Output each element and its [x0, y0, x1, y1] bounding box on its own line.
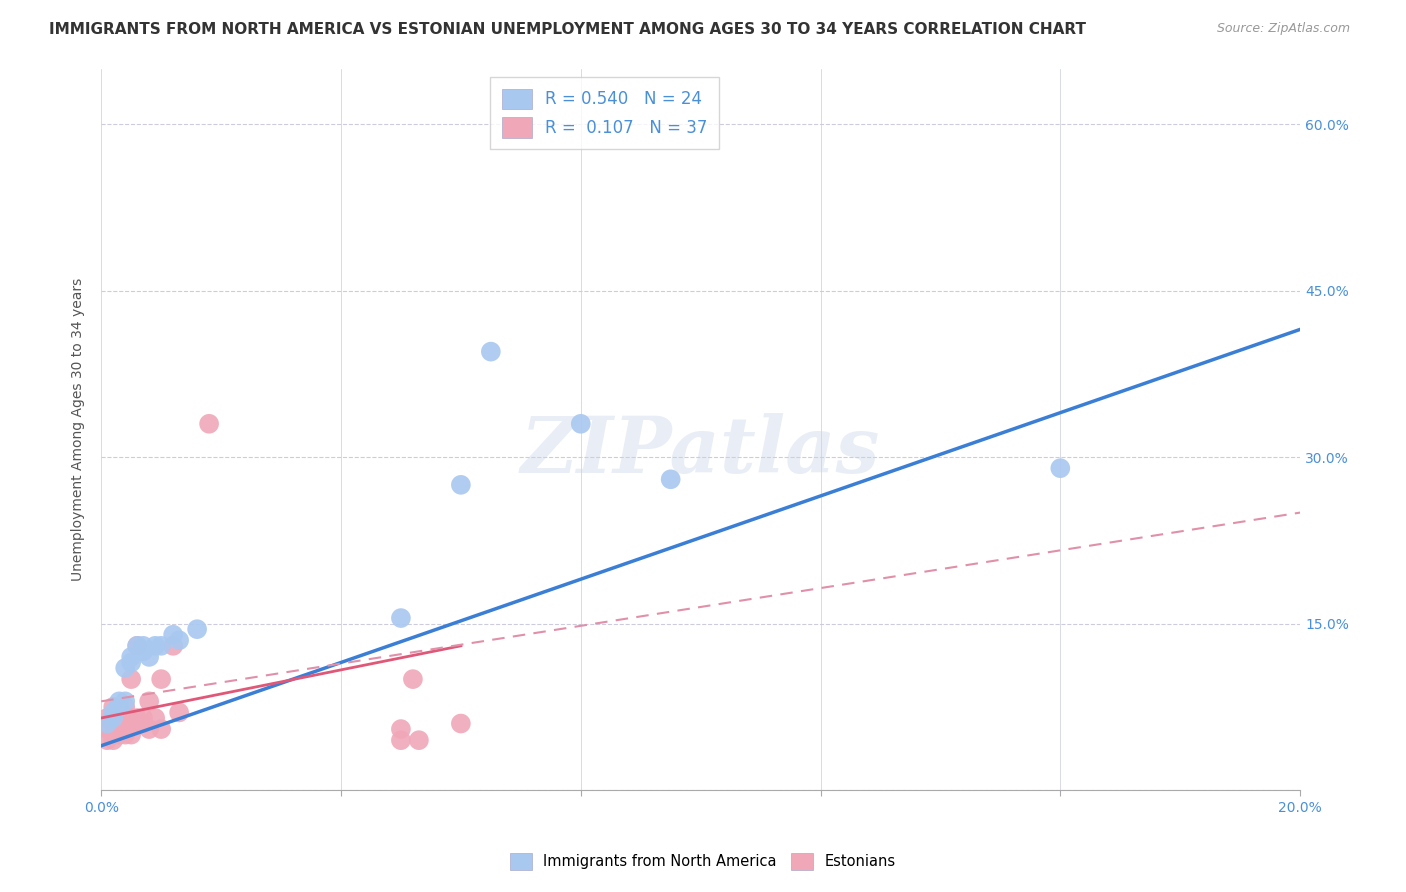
Point: [114, 694, 136, 708]
Point: [450, 478, 472, 492]
Point: [186, 622, 208, 636]
Point: [108, 728, 131, 742]
Point: [103, 716, 125, 731]
Point: [150, 672, 173, 686]
Point: [114, 711, 136, 725]
Point: [114, 661, 136, 675]
Point: [132, 644, 155, 658]
Point: [120, 711, 142, 725]
Point: [132, 711, 155, 725]
Point: [108, 694, 131, 708]
Point: [1049, 461, 1071, 475]
Point: [569, 417, 592, 431]
Point: [103, 733, 125, 747]
Point: [96, 733, 118, 747]
Text: IMMIGRANTS FROM NORTH AMERICA VS ESTONIAN UNEMPLOYMENT AMONG AGES 30 TO 34 YEARS: IMMIGRANTS FROM NORTH AMERICA VS ESTONIA…: [49, 22, 1087, 37]
Point: [120, 716, 142, 731]
Point: [108, 699, 131, 714]
Point: [103, 711, 125, 725]
Point: [389, 733, 412, 747]
Point: [479, 344, 502, 359]
Point: [120, 672, 142, 686]
Point: [167, 706, 190, 720]
Point: [143, 711, 166, 725]
Legend: R = 0.540   N = 24, R =  0.107   N = 37: R = 0.540 N = 24, R = 0.107 N = 37: [491, 77, 720, 149]
Point: [127, 716, 149, 731]
Point: [659, 472, 682, 486]
Point: [138, 694, 160, 708]
Point: [114, 716, 136, 731]
Point: [167, 633, 190, 648]
Point: [389, 611, 412, 625]
Point: [103, 711, 125, 725]
Point: [108, 716, 131, 731]
Point: [127, 639, 149, 653]
Point: [162, 628, 184, 642]
Point: [114, 728, 136, 742]
Point: [402, 672, 425, 686]
Point: [132, 639, 155, 653]
Point: [114, 699, 136, 714]
Point: [120, 649, 142, 664]
Point: [108, 711, 131, 725]
Point: [150, 722, 173, 736]
Point: [162, 639, 184, 653]
Text: Source: ZipAtlas.com: Source: ZipAtlas.com: [1216, 22, 1350, 36]
Point: [127, 711, 149, 725]
Text: ZIPatlas: ZIPatlas: [522, 413, 880, 489]
Point: [96, 722, 118, 736]
Point: [96, 716, 118, 731]
Y-axis label: Unemployment Among Ages 30 to 34 years: Unemployment Among Ages 30 to 34 years: [72, 277, 86, 581]
Point: [103, 706, 125, 720]
Point: [127, 639, 149, 653]
Point: [198, 417, 221, 431]
Point: [120, 728, 142, 742]
Point: [138, 649, 160, 664]
Legend: Immigrants from North America, Estonians: Immigrants from North America, Estonians: [503, 847, 903, 876]
Point: [132, 716, 155, 731]
Point: [120, 656, 142, 670]
Point: [408, 733, 430, 747]
Point: [143, 639, 166, 653]
Point: [150, 639, 173, 653]
Point: [108, 722, 131, 736]
Point: [96, 711, 118, 725]
Point: [389, 722, 412, 736]
Point: [138, 722, 160, 736]
Point: [450, 716, 472, 731]
Point: [103, 699, 125, 714]
